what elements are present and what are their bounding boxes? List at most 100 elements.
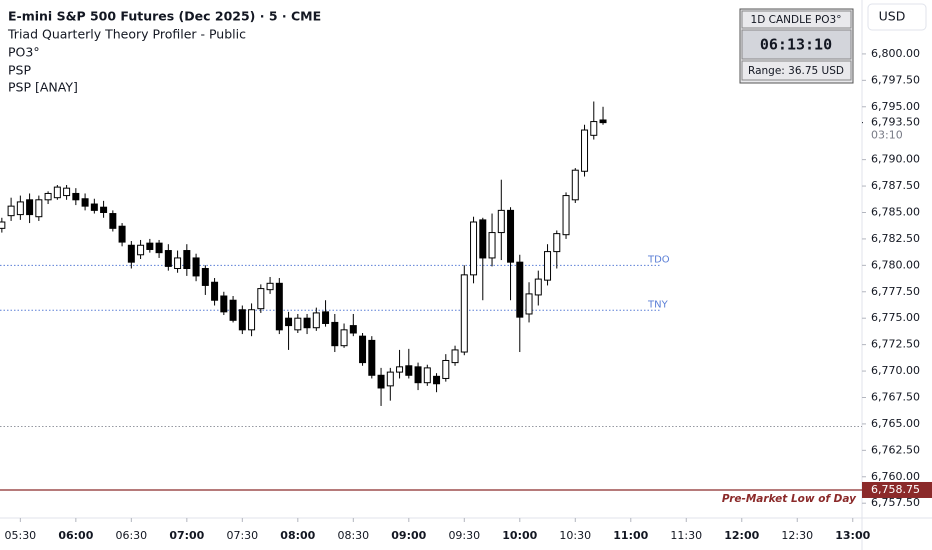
y-tick-label: 6,770.00 [871,364,920,377]
indicator: Triad Quarterly Theory Profiler - Public [7,27,246,42]
candle-body [553,233,561,253]
x-tick-label: 06:30 [115,529,147,542]
level-label: TNY [647,299,669,310]
candle-body [229,299,237,321]
candle-body [377,374,385,389]
candle-body [303,317,311,329]
x-tick-label: 07:00 [169,529,204,542]
candle-body [201,268,209,286]
panel-range-box [741,60,852,81]
candle-body [581,129,589,172]
candle-body [146,242,154,250]
candle-body [63,187,71,197]
candle-body [53,186,61,199]
candle-body [248,309,256,331]
candle-body [442,359,450,379]
candle-body [414,366,422,384]
candle-body [109,213,117,229]
candle-body [81,198,89,207]
x-tick-label: 12:30 [781,529,813,542]
candle-body [349,325,357,334]
x-tick-label: 09:00 [391,529,426,542]
candle-body [7,205,15,217]
candle-body [396,366,404,373]
po3-panel: 1D CANDLE PO3° 06:13:10 Range: 36.75 USD [739,8,854,84]
candle-body [571,169,579,201]
candle-body [137,244,145,256]
candle-body [285,317,293,327]
indicator: PSP [ANAY] [8,80,78,95]
y-tick-label: 6,772.50 [871,338,920,351]
y-tick-label: 6,797.50 [871,73,920,86]
currency-box[interactable] [867,3,927,31]
candle-body [368,339,376,376]
x-tick-label: 10:00 [502,529,537,542]
candle-body [164,250,172,267]
candle-body [423,367,431,384]
candle-body [266,282,274,291]
candle-body [451,349,459,364]
x-tick-label: 11:30 [670,529,702,542]
candle-body [174,257,182,270]
x-tick-label: 13:00 [835,529,870,542]
candle-body [192,257,200,277]
candle-body [534,278,542,296]
last-price-box [863,114,931,143]
level-label: Pre-Market Low of Day [722,493,857,505]
candle-body [211,281,219,301]
y-tick-label: 6,760.00 [871,470,920,483]
panel-range: Range: 36.75 USD [748,65,844,77]
panel-timer: 06:13:10 [760,36,832,54]
candle-body [507,209,515,263]
y-tick-label: 6,775.00 [871,311,920,324]
x-tick-label: 05:30 [4,529,36,542]
candle-body [275,282,283,331]
x-tick-label: 09:30 [448,529,480,542]
candle-body [72,192,80,201]
candle-body [460,274,468,353]
candle-body [100,206,108,213]
candle-body [590,121,598,136]
y-tick-label: 6,800.00 [871,47,920,60]
candle-body [386,371,394,387]
countdown: 03:10 [871,129,903,142]
candle-body [488,232,496,259]
x-tick-label: 07:30 [226,529,258,542]
candle-body [44,192,52,201]
candle-body [359,335,367,364]
x-tick-label: 11:00 [613,529,648,542]
candle-body [257,288,265,310]
candle-body [35,199,43,218]
currency[interactable]: USD [879,9,906,24]
candle-body [118,225,126,243]
candle-body [26,199,34,216]
candle-body [497,209,505,234]
chart-title: E-mini S&P 500 Futures (Dec 2025) · 5 · … [8,9,321,24]
indicator: PO3° [8,45,40,60]
y-tick-label: 6,757.50 [871,496,920,509]
y-tick-label: 6,777.50 [871,285,920,298]
y-tick-label: 6,795.00 [871,100,920,113]
candle-body [16,201,24,216]
y-tick-label: 6,785.00 [871,205,920,218]
x-tick-label: 12:00 [724,529,759,542]
candle-body [90,203,98,211]
candle-body [238,309,246,331]
x-tick-label: 08:00 [280,529,315,542]
candle-body [470,221,478,276]
candle-body [433,375,441,385]
candle-body [220,295,228,313]
candle-body [405,365,413,376]
indicator: PSP [8,63,31,78]
x-tick-label: 06:00 [58,529,93,542]
candle-body [331,321,339,347]
candle-body [155,242,163,254]
y-tick-label: 6,780.00 [871,258,920,271]
y-tick-label: 6,762.50 [871,443,920,456]
overlay: 6,757.50 6,760.00 6,762.50 6,765.00 6,767.50… [4,47,932,542]
y-tick-label: 6,767.50 [871,390,920,403]
candle-body [599,119,607,124]
candle-body [525,293,533,315]
